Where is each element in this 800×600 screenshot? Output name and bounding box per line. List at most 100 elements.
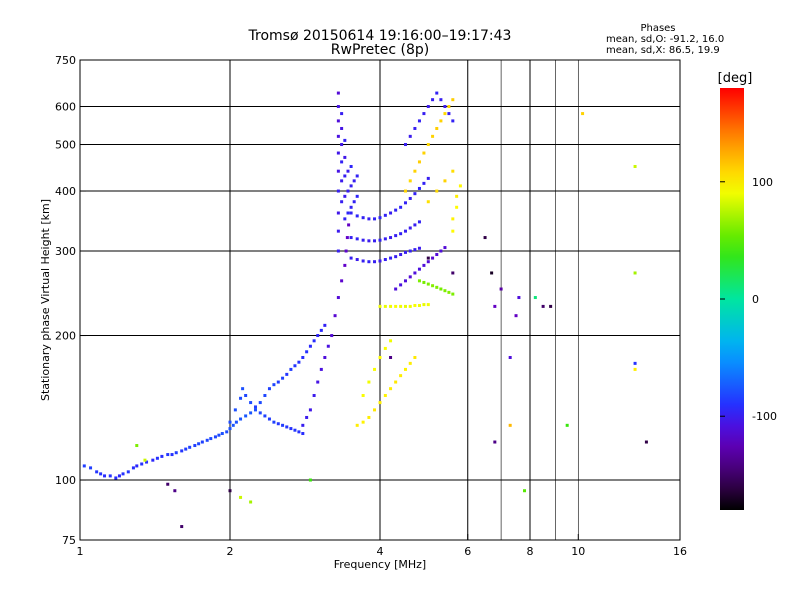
- data-point: [403, 189, 407, 193]
- data-point: [633, 367, 637, 371]
- data-point: [403, 229, 407, 233]
- data-point: [308, 344, 312, 348]
- data-point: [305, 415, 309, 419]
- data-points: [82, 91, 648, 529]
- data-point: [336, 296, 340, 300]
- data-point: [367, 217, 371, 221]
- data-point: [228, 420, 232, 424]
- stats-heading: Phases: [640, 23, 675, 34]
- data-point: [422, 303, 426, 307]
- data-point: [378, 259, 382, 263]
- data-point: [340, 112, 344, 116]
- data-point: [458, 184, 462, 188]
- data-point: [399, 374, 403, 378]
- data-point: [258, 411, 262, 415]
- data-point: [431, 256, 435, 260]
- data-point: [451, 119, 455, 123]
- data-point: [323, 323, 327, 327]
- data-point: [340, 179, 344, 183]
- x-tick-label: 8: [527, 545, 534, 558]
- data-point: [417, 246, 421, 250]
- plot-grid: [80, 60, 680, 540]
- data-point: [228, 489, 232, 493]
- data-point: [633, 361, 637, 365]
- data-point: [373, 408, 377, 412]
- data-point: [343, 194, 347, 198]
- x-tick-label: 10: [571, 545, 585, 558]
- data-point: [394, 304, 398, 308]
- data-point: [394, 287, 398, 291]
- data-point: [151, 458, 155, 462]
- data-point: [114, 476, 118, 480]
- x-tick-label: 6: [464, 545, 471, 558]
- data-point: [361, 420, 365, 424]
- data-point: [308, 408, 312, 412]
- data-point: [319, 328, 323, 332]
- data-point: [422, 181, 426, 185]
- data-point: [267, 387, 271, 391]
- data-point: [193, 444, 197, 448]
- data-point: [200, 440, 204, 444]
- data-point: [352, 200, 356, 204]
- data-point: [422, 112, 426, 116]
- colorbar-label: [deg]: [718, 71, 753, 86]
- data-point: [131, 466, 135, 470]
- data-point: [347, 223, 351, 227]
- data-point: [413, 192, 417, 196]
- data-point: [140, 462, 144, 466]
- data-point: [408, 249, 412, 253]
- data-point: [301, 432, 305, 436]
- x-tick-label: 2: [227, 545, 234, 558]
- data-point: [301, 423, 305, 427]
- data-point: [343, 217, 347, 221]
- data-point: [281, 376, 285, 380]
- data-point: [439, 119, 443, 123]
- data-point: [426, 303, 430, 307]
- data-point: [239, 417, 243, 421]
- x-axis-label: Frequency [MHz]: [334, 558, 426, 571]
- data-point: [408, 275, 412, 279]
- data-point: [346, 211, 350, 215]
- data-point: [408, 134, 412, 138]
- data-point: [408, 226, 412, 230]
- data-point: [293, 428, 297, 432]
- data-point: [367, 380, 371, 384]
- data-point: [399, 304, 403, 308]
- data-point: [514, 314, 518, 318]
- data-point: [272, 420, 276, 424]
- data-point: [417, 119, 421, 123]
- data-point: [361, 216, 365, 220]
- data-point: [336, 151, 340, 155]
- data-point: [426, 282, 430, 286]
- data-point: [272, 383, 276, 387]
- data-point: [394, 255, 398, 259]
- data-point: [378, 216, 382, 220]
- y-tick-label: 200: [55, 330, 76, 343]
- data-point: [244, 394, 248, 398]
- data-point: [541, 304, 545, 308]
- data-point: [422, 151, 426, 155]
- data-point: [426, 143, 430, 147]
- data-point: [378, 304, 382, 308]
- data-point: [426, 200, 430, 204]
- data-point: [435, 285, 439, 289]
- data-point: [330, 334, 334, 338]
- data-point: [355, 423, 359, 427]
- data-point: [533, 296, 537, 300]
- data-point: [394, 208, 398, 212]
- data-point: [389, 236, 393, 240]
- data-point: [378, 401, 382, 405]
- data-point: [249, 500, 253, 504]
- data-point: [174, 451, 178, 455]
- data-point: [431, 134, 435, 138]
- data-point: [349, 236, 353, 240]
- data-point: [336, 249, 340, 253]
- data-point: [373, 217, 377, 221]
- colorbar-tick-label: 100: [752, 176, 773, 189]
- data-point: [340, 160, 344, 164]
- data-point: [301, 355, 305, 359]
- data-point: [399, 253, 403, 257]
- data-point: [417, 267, 421, 271]
- data-point: [451, 98, 455, 102]
- colorbar-tick-label: -100: [752, 410, 777, 423]
